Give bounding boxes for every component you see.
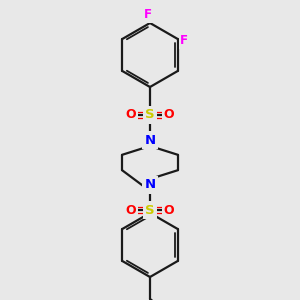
Text: F: F: [144, 8, 152, 22]
Text: O: O: [126, 109, 136, 122]
Text: S: S: [145, 109, 155, 122]
Text: N: N: [144, 178, 156, 191]
Text: N: N: [144, 134, 156, 146]
Text: S: S: [145, 203, 155, 217]
Text: O: O: [126, 203, 136, 217]
Text: F: F: [180, 34, 188, 47]
Text: O: O: [164, 109, 174, 122]
Text: O: O: [164, 203, 174, 217]
